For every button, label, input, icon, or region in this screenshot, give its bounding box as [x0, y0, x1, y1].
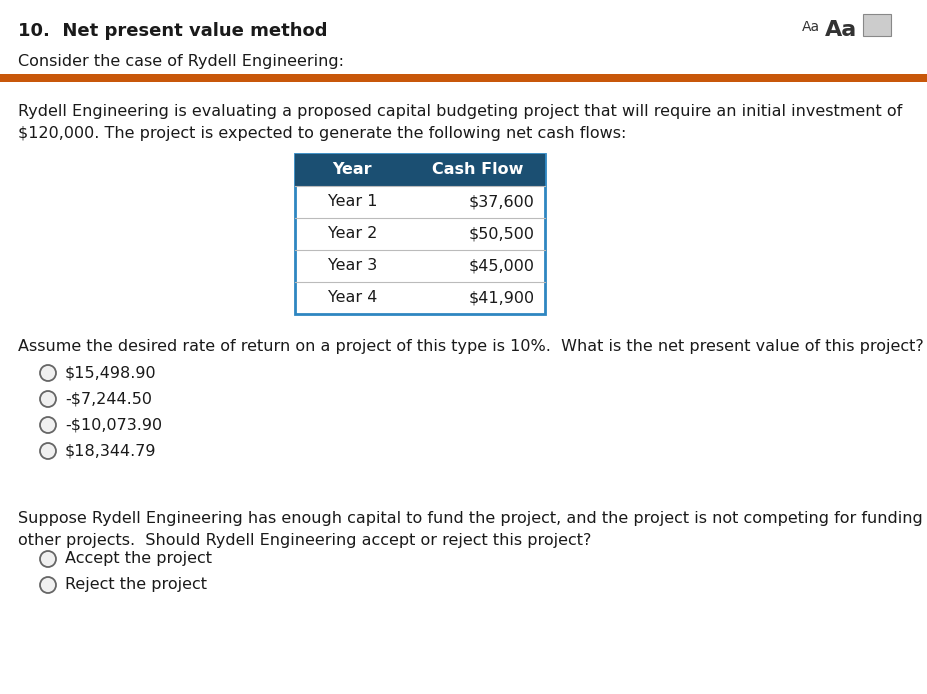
Text: -$10,073.90: -$10,073.90: [65, 418, 162, 432]
Text: Year: Year: [333, 162, 373, 178]
Text: $37,600: $37,600: [469, 194, 535, 210]
Text: Year 3: Year 3: [328, 258, 377, 273]
Text: $50,500: $50,500: [469, 226, 535, 242]
Ellipse shape: [40, 551, 56, 567]
Ellipse shape: [40, 443, 56, 459]
Text: Year 1: Year 1: [328, 194, 377, 210]
Text: Consider the case of Rydell Engineering:: Consider the case of Rydell Engineering:: [18, 54, 344, 69]
Text: Reject the project: Reject the project: [65, 577, 207, 593]
Ellipse shape: [40, 417, 56, 433]
Text: $120,000. The project is expected to generate the following net cash flows:: $120,000. The project is expected to gen…: [18, 126, 627, 141]
Text: Aa: Aa: [802, 20, 820, 34]
Text: Rydell Engineering is evaluating a proposed capital budgeting project that will : Rydell Engineering is evaluating a propo…: [18, 104, 902, 119]
Bar: [0, 74, 927, 82]
Text: $45,000: $45,000: [469, 258, 535, 273]
Ellipse shape: [40, 391, 56, 407]
Text: $41,900: $41,900: [469, 291, 535, 305]
Text: other projects.  Should Rydell Engineering accept or reject this project?: other projects. Should Rydell Engineerin…: [18, 533, 591, 548]
Text: Year 4: Year 4: [328, 291, 377, 305]
Text: $15,498.90: $15,498.90: [65, 366, 157, 380]
Bar: [295, 154, 545, 186]
Text: Cash Flow: Cash Flow: [432, 162, 523, 178]
Ellipse shape: [40, 577, 56, 593]
FancyBboxPatch shape: [863, 14, 891, 36]
Text: Year 2: Year 2: [328, 226, 377, 242]
Text: Aa: Aa: [825, 20, 857, 40]
Text: 10.  Net present value method: 10. Net present value method: [18, 22, 327, 40]
Text: Assume the desired rate of return on a project of this type is 10%.  What is the: Assume the desired rate of return on a p…: [18, 339, 923, 354]
Text: -$7,244.50: -$7,244.50: [65, 391, 152, 407]
Text: Accept the project: Accept the project: [65, 552, 212, 566]
Text: $18,344.79: $18,344.79: [65, 443, 157, 459]
Text: Suppose Rydell Engineering has enough capital to fund the project, and the proje: Suppose Rydell Engineering has enough ca…: [18, 511, 927, 526]
FancyBboxPatch shape: [295, 154, 545, 314]
Ellipse shape: [40, 365, 56, 381]
